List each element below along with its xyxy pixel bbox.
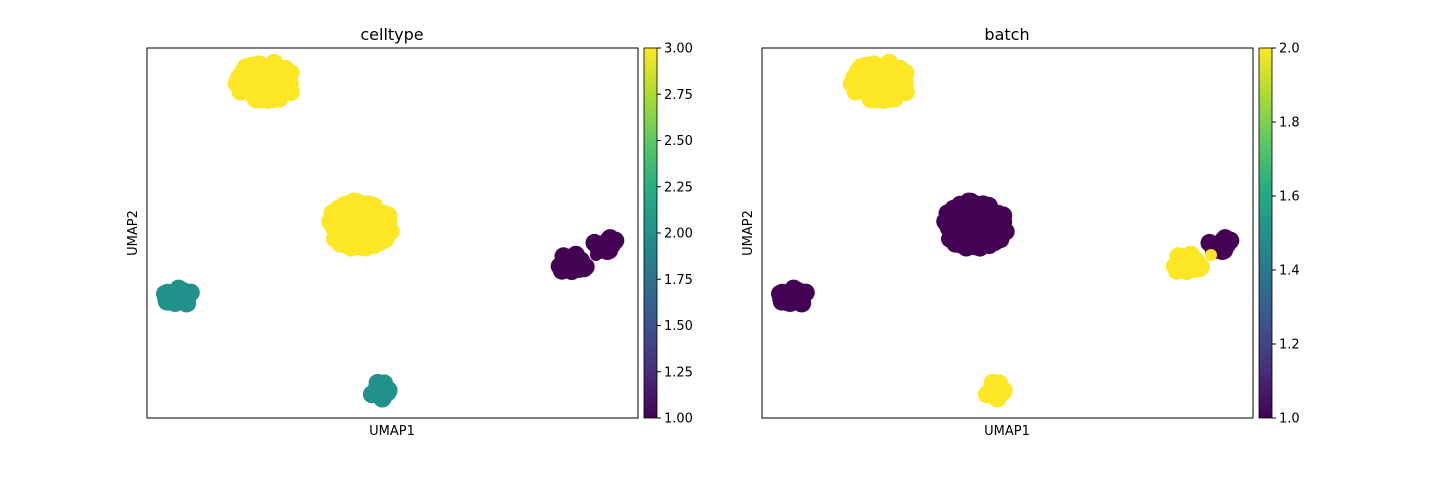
colorbar-tick-label: 1.00 xyxy=(664,412,693,427)
scatter-point xyxy=(1190,259,1209,278)
scatter-point xyxy=(345,194,364,213)
plot-frame xyxy=(146,47,639,419)
scatter-point xyxy=(376,230,395,249)
colorbar-tick-label: 1.4 xyxy=(1279,264,1300,279)
scatter-point xyxy=(575,259,594,278)
scatter-point xyxy=(943,212,962,231)
colorbar-tick-label: 2.0 xyxy=(1279,42,1300,57)
colorbar-tick-label: 1.0 xyxy=(1279,412,1300,427)
colorbar-tick-label: 2.75 xyxy=(664,88,693,103)
colorbar-tick-label: 2.00 xyxy=(664,227,693,242)
chart-title: celltype xyxy=(360,25,423,44)
scatter-point xyxy=(991,230,1010,249)
scatter-point xyxy=(863,61,882,80)
colorbar-tick-label: 2.25 xyxy=(664,180,693,195)
scatter-points xyxy=(771,53,1240,408)
x-axis-label: UMAP1 xyxy=(984,424,1030,439)
scatter-point xyxy=(257,84,276,103)
colorbar-tick-label: 1.6 xyxy=(1279,190,1300,205)
scatter-point xyxy=(991,213,1010,232)
scatter-point xyxy=(273,83,292,101)
colorbar-tick-label: 1.75 xyxy=(664,273,693,288)
scatter-point xyxy=(1205,249,1217,261)
colorbar-tick-label: 1.8 xyxy=(1279,116,1300,131)
scatter-point xyxy=(960,208,979,227)
scatter-point xyxy=(169,288,188,307)
scatter-point xyxy=(376,213,395,232)
scatter-point xyxy=(590,249,602,261)
x-axis-label: UMAP1 xyxy=(369,424,415,439)
scatter-point xyxy=(888,83,907,101)
colorbar-tick-label: 1.25 xyxy=(664,365,693,380)
scatter-point xyxy=(784,288,803,307)
scatter-point xyxy=(345,208,364,227)
panel-celltype: celltype UMAP1 UMAP2 1.00 1.25 1.50 1.75 2.0… xyxy=(126,25,693,439)
scatter-point xyxy=(248,61,267,80)
panel-batch: batch UMAP1 UMAP2 1.0 1.2 1.4 1.6 1.8 2.0 xyxy=(741,25,1300,439)
y-axis-label: UMAP2 xyxy=(126,210,141,256)
colorbar-tick-label: 3.00 xyxy=(664,42,693,57)
colorbar-ticks: 1.0 1.2 1.4 1.6 1.8 2.0 xyxy=(1272,42,1300,427)
colorbar-tick-label: 2.50 xyxy=(664,134,693,149)
scatter-point xyxy=(1175,249,1194,268)
colorbar-ticks: 1.00 1.25 1.50 1.75 2.00 2.25 2.50 2.75 3.00 xyxy=(657,42,693,427)
colorbar xyxy=(643,47,658,419)
scatter-points xyxy=(156,53,625,408)
colorbar xyxy=(1258,47,1273,419)
scatter-point xyxy=(880,53,899,72)
colorbar-tick-label: 1.2 xyxy=(1279,338,1300,353)
scatter-point xyxy=(378,383,397,402)
scatter-point xyxy=(328,212,347,231)
scatter-point xyxy=(872,84,891,103)
scatter-point xyxy=(265,53,284,72)
chart-title: batch xyxy=(984,25,1029,44)
scatter-point xyxy=(960,194,979,213)
plot-frame xyxy=(761,47,1254,419)
scatter-point xyxy=(993,383,1012,402)
scatter-point xyxy=(560,249,579,268)
y-axis-label: UMAP2 xyxy=(741,210,756,256)
colorbar-tick-label: 1.50 xyxy=(664,319,693,334)
